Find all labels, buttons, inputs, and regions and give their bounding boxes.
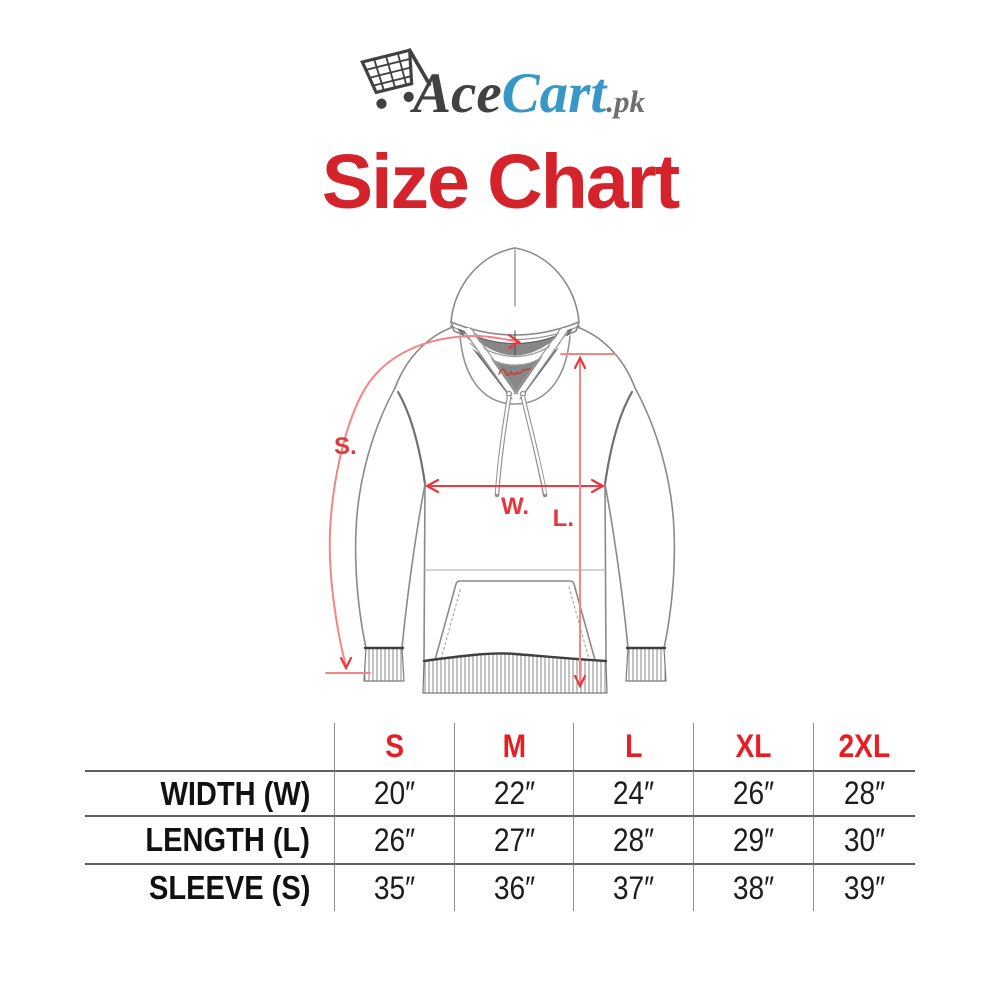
size-value: 22″ (493, 775, 535, 811)
size-column-header-label: 2XL (838, 728, 891, 764)
size-value-cell: 35″ (334, 863, 454, 911)
size-value: 27″ (493, 821, 535, 858)
size-value: 26″ (732, 775, 775, 811)
brand-domain-suffix: .pk (606, 83, 645, 119)
size-value: 28″ (612, 821, 655, 858)
brand-name: AceCart.pk (413, 65, 645, 122)
size-column-header: 2XL (813, 723, 915, 770)
size-value: 28″ (843, 775, 886, 811)
size-value-cell: 37″ (573, 863, 693, 911)
measurement-annotations: S. W. L. (325, 333, 616, 689)
size-value-cell: 24″ (573, 770, 693, 815)
length-label: L. (553, 505, 574, 532)
page-title: Size Chart (321, 139, 681, 225)
neck-brand-mark (498, 368, 531, 376)
size-column-header-label: M (502, 728, 526, 764)
sleeve-measure-line (325, 333, 522, 674)
measurement-row-label: WIDTH (W) (85, 770, 334, 815)
size-column-header: XL (693, 723, 813, 770)
table-corner-cell (85, 723, 334, 770)
size-value-cell: 27″ (454, 815, 573, 863)
size-value-cell: 22″ (454, 770, 573, 815)
size-value: 35″ (373, 869, 416, 906)
size-value-cell: 28″ (813, 770, 915, 815)
size-value: 29″ (732, 821, 775, 858)
brand-name-secondary: Cart (501, 61, 607, 125)
size-value-cell: 39″ (813, 863, 915, 911)
size-value-cell: 26″ (334, 815, 454, 863)
size-value: 36″ (493, 869, 535, 906)
measurement-row-label: LENGTH (L) (85, 815, 334, 863)
size-value: 20″ (373, 775, 416, 811)
size-column-header: L (573, 723, 693, 770)
size-column-header: S (334, 723, 454, 770)
row-label-text: WIDTH (W) (160, 774, 310, 812)
size-value-cell: 20″ (334, 770, 454, 815)
hoodie-measurement-diagram: S. W. L. (325, 247, 676, 694)
row-label-text: SLEEVE (S) (148, 869, 310, 906)
size-value-cell: 30″ (813, 815, 915, 863)
measurement-row-label: SLEEVE (S) (85, 863, 334, 911)
size-table: S M L XL 2XL WIDTH (W) 20″ 22″ 24″ 26″ 2… (85, 723, 915, 911)
width-measure-arrow (424, 478, 606, 494)
width-label: W. (501, 493, 529, 520)
size-value: 38″ (732, 869, 775, 906)
size-value: 24″ (612, 775, 655, 811)
size-value-cell: 29″ (693, 815, 813, 863)
brand-name-primary: Ace (413, 61, 502, 125)
size-value-cell: 26″ (693, 770, 813, 815)
size-column-header: M (454, 723, 573, 770)
row-label-text: LENGTH (L) (145, 821, 310, 858)
hoodie-illustration (354, 247, 676, 694)
size-value-cell: 36″ (454, 863, 573, 911)
sleeve-label: S. (334, 433, 357, 460)
shopping-cart-icon (360, 48, 432, 109)
size-value-cell: 38″ (693, 863, 813, 911)
size-value: 37″ (612, 869, 655, 906)
size-column-header-label: L (624, 728, 643, 764)
length-measure-line (560, 353, 616, 689)
size-value: 30″ (843, 821, 886, 858)
size-value: 26″ (373, 821, 416, 858)
size-column-header-label: S (385, 728, 404, 764)
size-value-cell: 28″ (573, 815, 693, 863)
brand-logo: AceCart.pk (0, 42, 1000, 122)
size-value: 39″ (843, 869, 886, 906)
size-column-header-label: XL (735, 728, 772, 764)
